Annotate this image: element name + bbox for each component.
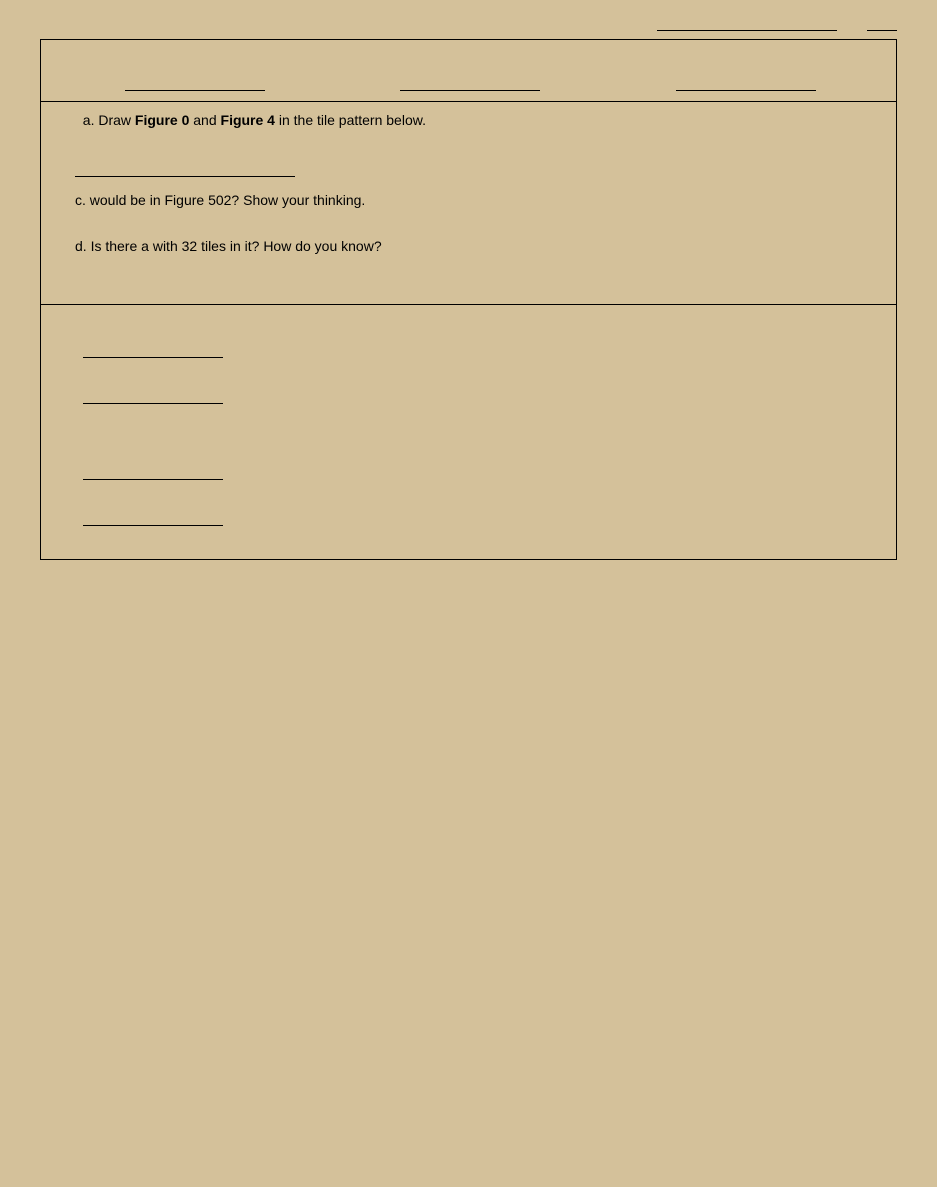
eq-label-1 bbox=[121, 90, 265, 91]
q2d: d. Is there a with 32 tiles in it? How d… bbox=[75, 238, 882, 254]
name-value bbox=[657, 30, 837, 31]
q3b bbox=[83, 391, 866, 407]
q3a bbox=[83, 345, 866, 361]
q3-intro bbox=[55, 315, 866, 331]
q3c bbox=[83, 467, 866, 483]
q2b bbox=[75, 164, 882, 180]
q2a-prompt: a. Draw Figure 0 and Figure 4 in the til… bbox=[55, 112, 882, 128]
q2c: c. would be in Figure 502? Show your thi… bbox=[75, 192, 882, 208]
eq-label-2 bbox=[396, 90, 540, 91]
q3d bbox=[83, 513, 866, 529]
hr-value bbox=[867, 30, 897, 31]
eq-label-3 bbox=[672, 90, 816, 91]
q1-prompt bbox=[55, 50, 882, 66]
worksheet-table: a. Draw Figure 0 and Figure 4 in the til… bbox=[40, 39, 897, 560]
